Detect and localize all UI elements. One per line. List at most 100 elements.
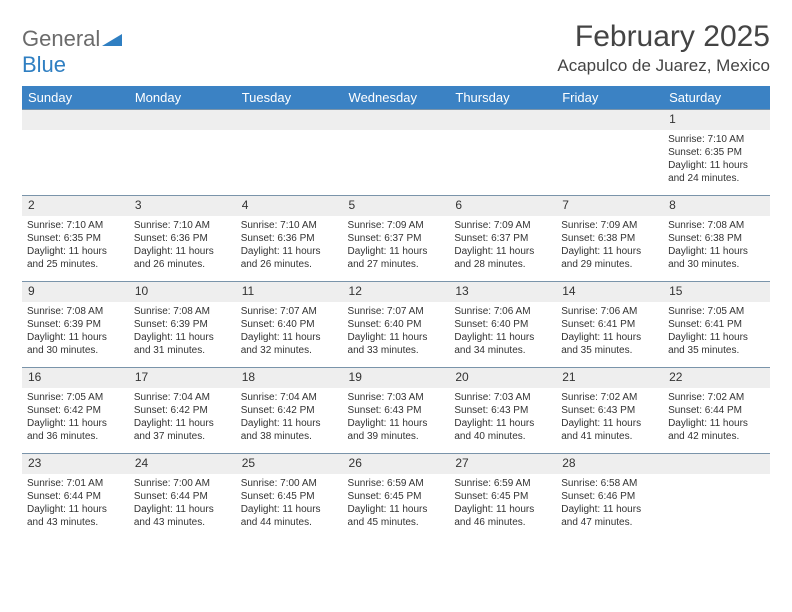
location: Acapulco de Juarez, Mexico	[557, 56, 770, 76]
sunset-line: Sunset: 6:42 PM	[27, 404, 124, 417]
day-cell: Sunrise: 7:03 AMSunset: 6:43 PMDaylight:…	[449, 388, 556, 454]
day-number-cell: 14	[556, 282, 663, 302]
sunrise-line: Sunrise: 7:05 AM	[668, 305, 765, 318]
day-number-cell: 18	[236, 368, 343, 388]
daylight-line: Daylight: 11 hours and 43 minutes.	[134, 503, 231, 529]
week-row: Sunrise: 7:01 AMSunset: 6:44 PM Daylight:…	[22, 474, 770, 540]
daylight-line: Daylight: 11 hours and 40 minutes.	[454, 417, 551, 443]
day-cell: Sunrise: 7:04 AMSunset: 6:42 PMDaylight:…	[236, 388, 343, 454]
sunset-line: Sunset: 6:37 PM	[454, 232, 551, 245]
day-header: Friday	[556, 86, 663, 110]
day-cell: Sunrise: 7:02 AMSunset: 6:44 PMDaylight:…	[663, 388, 770, 454]
day-number-cell: 26	[343, 454, 450, 474]
day-number-cell: 28	[556, 454, 663, 474]
sunset-line: Sunset: 6:44 PM	[668, 404, 765, 417]
day-cell: Sunrise: 7:05 AMSunset: 6:41 PMDaylight:…	[663, 302, 770, 368]
sunset-line: Sunset: 6:42 PM	[241, 404, 338, 417]
daylight-line: Daylight: 11 hours and 35 minutes.	[561, 331, 658, 357]
sunrise-line: Sunrise: 7:08 AM	[27, 305, 124, 318]
sunset-line: Sunset: 6:39 PM	[134, 318, 231, 331]
page-header: General Blue February 2025 Acapulco de J…	[22, 20, 770, 78]
daylight-line: Daylight: 11 hours and 36 minutes.	[27, 417, 124, 443]
week-row: Sunrise: 7:08 AMSunset: 6:39 PMDaylight:…	[22, 302, 770, 368]
day-number-cell: 24	[129, 454, 236, 474]
sunset-line: Sunset: 6:45 PM	[241, 490, 338, 503]
sunrise-line: Sunrise: 7:07 AM	[241, 305, 338, 318]
sunset-line: Sunset: 6:43 PM	[561, 404, 658, 417]
day-number-cell: 9	[22, 282, 129, 302]
day-number-cell: 4	[236, 196, 343, 216]
sunrise-line: Sunrise: 7:01 AM	[27, 477, 124, 490]
sunset-line: Sunset: 6:35 PM	[27, 232, 124, 245]
day-number-cell	[449, 110, 556, 130]
sunrise-line: Sunrise: 6:58 AM	[561, 477, 658, 490]
day-cell: Sunrise: 6:59 AMSunset: 6:45 PMDaylight:…	[343, 474, 450, 540]
sunset-line: Sunset: 6:44 PM	[27, 490, 124, 503]
day-cell: Sunrise: 7:00 AMSunset: 6:45 PMDaylight:…	[236, 474, 343, 540]
day-header: Wednesday	[343, 86, 450, 110]
day-number-row: 2345678	[22, 196, 770, 216]
day-cell: Sunrise: 7:10 AMSunset: 6:35 PMDaylight:…	[22, 216, 129, 282]
calendar-table: SundayMondayTuesdayWednesdayThursdayFrid…	[22, 86, 770, 540]
sunrise-line: Sunrise: 7:08 AM	[134, 305, 231, 318]
sunset-line: Sunset: 6:36 PM	[134, 232, 231, 245]
day-cell	[663, 474, 770, 540]
sunset-line: Sunset: 6:45 PM	[348, 490, 445, 503]
sunrise-line: Sunrise: 7:08 AM	[668, 219, 765, 232]
day-header: Sunday	[22, 86, 129, 110]
sunrise-line: Sunrise: 7:10 AM	[241, 219, 338, 232]
day-number-row: 16171819202122	[22, 368, 770, 388]
day-number-cell: 19	[343, 368, 450, 388]
week-row: Sunrise: 7:05 AMSunset: 6:42 PMDaylight:…	[22, 388, 770, 454]
sunset-line: Sunset: 6:43 PM	[348, 404, 445, 417]
day-number-cell: 25	[236, 454, 343, 474]
sunset-line: Sunset: 6:46 PM	[561, 490, 658, 503]
daylight-line: Daylight: 11 hours and 31 minutes.	[134, 331, 231, 357]
sunrise-line: Sunrise: 7:00 AM	[241, 477, 338, 490]
day-number-cell: 22	[663, 368, 770, 388]
title-block: February 2025 Acapulco de Juarez, Mexico	[557, 20, 770, 76]
day-cell	[449, 130, 556, 196]
day-cell: Sunrise: 6:58 AMSunset: 6:46 PMDaylight:…	[556, 474, 663, 540]
day-number-cell: 10	[129, 282, 236, 302]
day-cell: Sunrise: 7:10 AMSunset: 6:36 PMDaylight:…	[236, 216, 343, 282]
logo-part2: Blue	[22, 52, 66, 77]
day-number-cell	[343, 110, 450, 130]
day-cell: Sunrise: 7:06 AMSunset: 6:40 PMDaylight:…	[449, 302, 556, 368]
day-cell: Sunrise: 7:07 AMSunset: 6:40 PMDaylight:…	[343, 302, 450, 368]
sunset-line: Sunset: 6:43 PM	[454, 404, 551, 417]
daylight-line: Daylight: 11 hours and 25 minutes.	[27, 245, 124, 271]
daylight-line: Daylight: 11 hours and 30 minutes.	[668, 245, 765, 271]
day-cell: Sunrise: 7:03 AMSunset: 6:43 PMDaylight:…	[343, 388, 450, 454]
daylight-line: Daylight: 11 hours and 32 minutes.	[241, 331, 338, 357]
sunrise-line: Sunrise: 7:07 AM	[348, 305, 445, 318]
day-number-cell: 6	[449, 196, 556, 216]
day-header-row: SundayMondayTuesdayWednesdayThursdayFrid…	[22, 86, 770, 110]
sunset-line: Sunset: 6:37 PM	[348, 232, 445, 245]
sunrise-line: Sunrise: 7:00 AM	[134, 477, 231, 490]
sunrise-line: Sunrise: 7:10 AM	[27, 219, 124, 232]
daylight-line: Daylight: 11 hours and 42 minutes.	[668, 417, 765, 443]
day-header: Monday	[129, 86, 236, 110]
sunset-line: Sunset: 6:42 PM	[134, 404, 231, 417]
sunrise-line: Sunrise: 7:10 AM	[134, 219, 231, 232]
daylight-line: Daylight: 11 hours and 45 minutes.	[348, 503, 445, 529]
day-cell	[129, 130, 236, 196]
logo-triangle-icon	[102, 26, 122, 52]
day-number-cell: 15	[663, 282, 770, 302]
calendar-page: General Blue February 2025 Acapulco de J…	[0, 0, 792, 560]
sunset-line: Sunset: 6:40 PM	[348, 318, 445, 331]
day-number-cell: 17	[129, 368, 236, 388]
day-number-cell: 1	[663, 110, 770, 130]
sunrise-line: Sunrise: 7:05 AM	[27, 391, 124, 404]
day-number-cell: 21	[556, 368, 663, 388]
day-cell: Sunrise: 7:09 AMSunset: 6:38 PMDaylight:…	[556, 216, 663, 282]
day-number-cell: 3	[129, 196, 236, 216]
sunrise-line: Sunrise: 7:02 AM	[668, 391, 765, 404]
day-header: Tuesday	[236, 86, 343, 110]
daylight-line: Daylight: 11 hours and 24 minutes.	[668, 159, 765, 185]
week-row: Sunrise: 7:10 AMSunset: 6:35 PMDaylight:…	[22, 216, 770, 282]
sunrise-line: Sunrise: 7:02 AM	[561, 391, 658, 404]
sunrise-line: Sunrise: 7:09 AM	[454, 219, 551, 232]
daylight-line: Daylight: 11 hours and 30 minutes.	[27, 331, 124, 357]
